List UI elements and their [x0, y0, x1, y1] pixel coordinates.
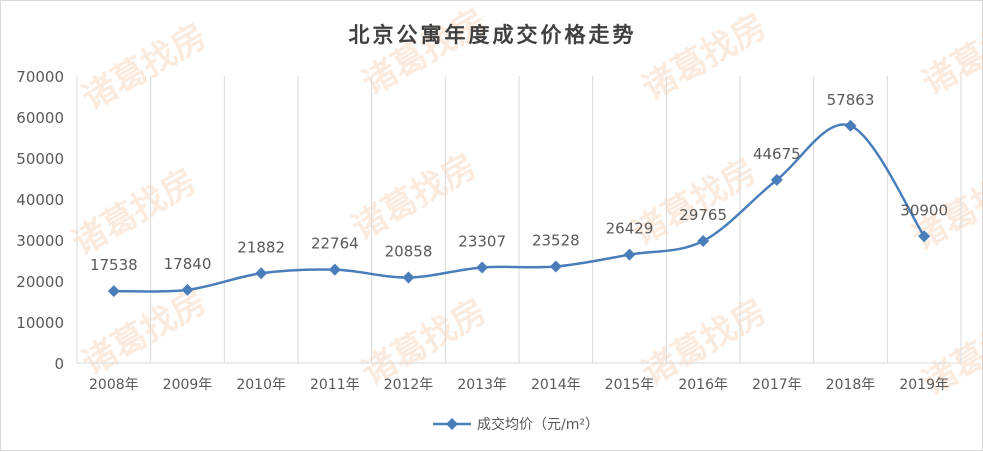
- x-tick-label: 2016年: [678, 377, 728, 393]
- chart-title: 北京公寓年度成交价格走势: [1, 19, 983, 49]
- data-point-marker: [403, 271, 415, 283]
- data-point-marker: [476, 261, 488, 273]
- x-tick-label: 2011年: [310, 377, 360, 393]
- x-tick-label: 2010年: [236, 377, 286, 393]
- y-tick-label: 50000: [16, 150, 64, 168]
- data-label: 21882: [237, 238, 285, 256]
- data-label: 29765: [679, 206, 727, 224]
- data-point-marker: [624, 249, 636, 261]
- data-label: 20858: [385, 242, 433, 260]
- legend: 成交均价（元/m²）: [433, 416, 599, 433]
- x-tick-label: 2019年: [899, 377, 949, 393]
- watermark-text: 诸葛找房: [916, 1, 983, 104]
- y-tick-label: 0: [54, 355, 64, 373]
- y-tick-label: 30000: [16, 232, 64, 250]
- y-tick-label: 70000: [16, 68, 64, 86]
- data-label: 17840: [164, 255, 212, 273]
- data-point-marker: [255, 267, 267, 279]
- data-point-marker: [845, 120, 857, 132]
- x-tick-label: 2013年: [457, 377, 507, 393]
- data-label: 23307: [458, 232, 506, 250]
- y-tick-label: 20000: [16, 273, 64, 291]
- x-tick-label: 2009年: [163, 377, 213, 393]
- x-tick-label: 2015年: [605, 377, 655, 393]
- data-point-marker: [550, 261, 562, 273]
- y-tick-label: 40000: [16, 191, 64, 209]
- data-point-marker: [329, 264, 341, 276]
- data-label: 23528: [532, 232, 580, 250]
- data-label: 26429: [606, 220, 654, 238]
- data-label: 30900: [900, 201, 948, 219]
- legend-marker: [446, 418, 458, 430]
- data-label: 44675: [753, 145, 801, 163]
- x-tick-label: 2014年: [531, 377, 581, 393]
- x-tick-label: 2017年: [752, 377, 802, 393]
- watermark-layer: 诸葛找房诸葛找房诸葛找房诸葛找房诸葛找房诸葛找房诸葛找房诸葛找房诸葛找房诸葛找房…: [66, 1, 983, 404]
- watermark-text: 诸葛找房: [76, 281, 214, 384]
- data-label: 57863: [827, 91, 875, 109]
- x-tick-label: 2008年: [89, 377, 139, 393]
- y-tick-label: 10000: [16, 314, 64, 332]
- y-tick-label: 60000: [16, 109, 64, 127]
- legend-label: 成交均价（元/m²）: [477, 416, 599, 433]
- x-tick-label: 2018年: [826, 377, 876, 393]
- watermark-text: 诸葛找房: [356, 1, 494, 104]
- data-label: 22764: [311, 235, 359, 253]
- data-point-marker: [108, 285, 120, 297]
- watermark-text: 诸葛找房: [626, 151, 764, 254]
- data-point-marker: [697, 235, 709, 247]
- x-tick-label: 2012年: [384, 377, 434, 393]
- data-label: 17538: [90, 256, 138, 274]
- watermark-text: 诸葛找房: [66, 161, 204, 264]
